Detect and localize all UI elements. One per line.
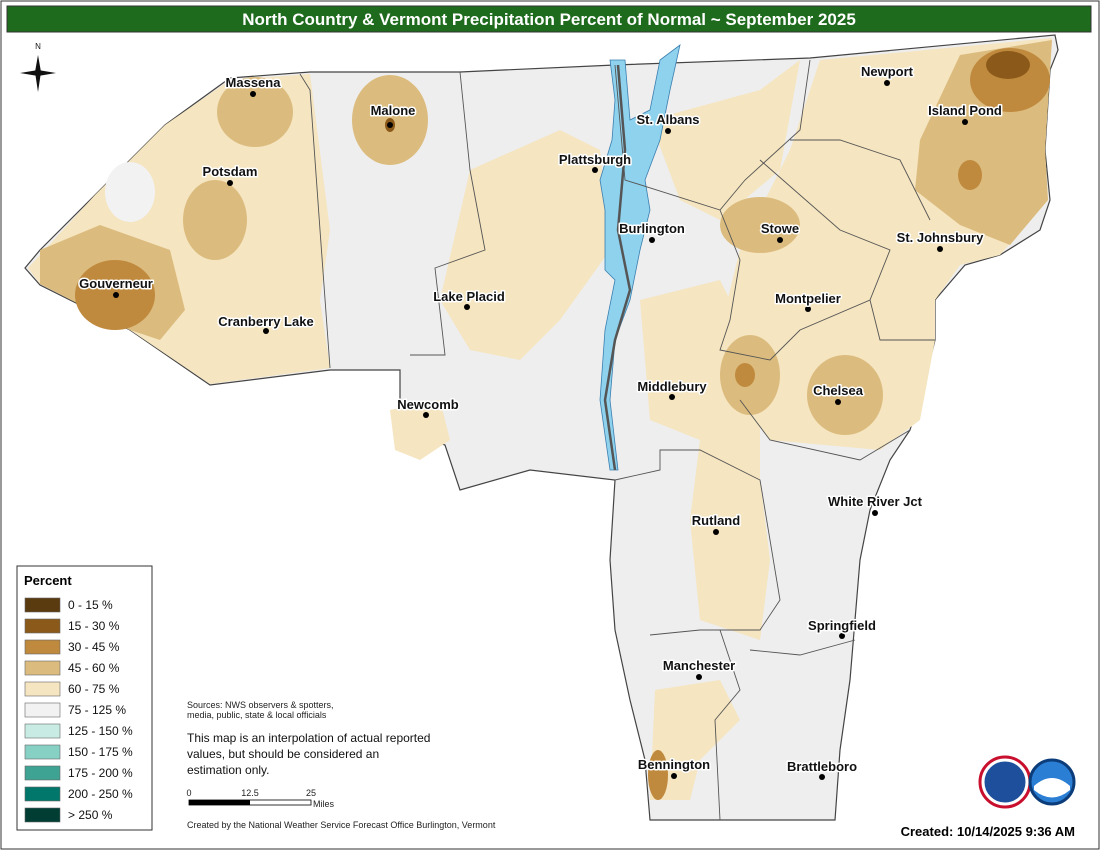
- city-label: St. Albans: [636, 112, 699, 127]
- city-label: Cranberry Lake: [218, 314, 313, 329]
- city-label: Brattleboro: [787, 759, 857, 774]
- legend-entries: 0 - 15 % 15 - 30 % 30 - 45 % 45 - 60 % 60 - …: [24, 597, 133, 823]
- legend-swatch: [24, 639, 61, 655]
- title-bar: [6, 5, 1092, 33]
- city-label: Rutland: [692, 513, 740, 528]
- city-label: Springfield: [808, 618, 876, 633]
- legend-swatch: [24, 807, 61, 823]
- city-dot: [713, 529, 719, 535]
- legend-label: 150 - 175 %: [68, 745, 133, 759]
- legend-label: 0 - 15 %: [68, 598, 113, 612]
- disclaimer: This map is an interpolation of actual r…: [187, 731, 430, 745]
- city-label: Bennington: [638, 757, 710, 772]
- city-label: St. Johnsbury: [897, 230, 984, 245]
- city-label: Potsdam: [203, 164, 258, 179]
- city-dot: [872, 510, 878, 516]
- city-dot: [962, 119, 968, 125]
- city-label: Newport: [861, 64, 914, 79]
- city-label: Middlebury: [637, 379, 707, 394]
- river: [603, 64, 632, 471]
- legend-swatch: [24, 597, 61, 613]
- city-dot: [665, 128, 671, 134]
- scale-tick-label: 12.5: [241, 788, 259, 798]
- city-dot: [250, 91, 256, 97]
- legend-label: 75 - 125 %: [68, 703, 126, 717]
- compass: N: [20, 42, 56, 92]
- city-dot: [696, 674, 702, 680]
- city-dot: [839, 633, 845, 639]
- notes: Sources: NWS observers & spotters,media,…: [187, 700, 430, 777]
- legend-swatch: [24, 765, 61, 781]
- legend-label: > 250 %: [68, 808, 113, 822]
- legend-label: 45 - 60 %: [68, 661, 120, 675]
- legend-label: 125 - 150 %: [68, 724, 133, 738]
- sources: media, public, state & local officials: [187, 710, 327, 720]
- city-dot: [819, 774, 825, 780]
- city-label: Stowe: [761, 221, 799, 236]
- north-label: N: [35, 42, 41, 51]
- city-label: Newcomb: [397, 397, 458, 412]
- city-label: Manchester: [663, 658, 735, 673]
- legend-swatch: [24, 660, 61, 676]
- title: North Country & Vermont Precipitation Pe…: [242, 10, 856, 29]
- legend: Percent 0 - 15 % 15 - 30 % 30 - 45 % 45 - 6…: [16, 565, 153, 831]
- scale-bar-segment: [189, 800, 250, 805]
- city-dot: [464, 304, 470, 310]
- city-label: Gouverneur: [79, 276, 153, 291]
- city-label: Plattsburgh: [559, 152, 631, 167]
- legend-label: 30 - 45 %: [68, 640, 120, 654]
- created-date: Created: 10/14/2025 9:36 AM: [901, 824, 1075, 839]
- sources: Sources: NWS observers & spotters,: [187, 700, 334, 710]
- legend-title: Percent: [24, 573, 72, 588]
- city-dot: [113, 292, 119, 298]
- cities: Massena Malone Potsdam Gouverneur Cranberry …: [78, 63, 1003, 780]
- city-dot: [227, 180, 233, 186]
- city-dot: [387, 122, 393, 128]
- legend-swatch: [24, 744, 61, 760]
- city-dot: [669, 394, 675, 400]
- disclaimer: estimation only.: [187, 763, 269, 777]
- city-label: White River Jct: [828, 494, 923, 509]
- legend-swatch: [24, 618, 61, 634]
- legend-label: 175 - 200 %: [68, 766, 133, 780]
- city-dot: [592, 167, 598, 173]
- city-label: Lake Placid: [433, 289, 505, 304]
- credit: Created by the National Weather Service …: [187, 820, 496, 830]
- disclaimer: values, but should be considered an: [187, 747, 379, 761]
- city-dot: [263, 328, 269, 334]
- city-label: Montpelier: [775, 291, 841, 306]
- legend-swatch: [24, 786, 61, 802]
- legend-swatch: [24, 723, 61, 739]
- city-dot: [884, 80, 890, 86]
- city-dot: [423, 412, 429, 418]
- city-label: Burlington: [619, 221, 685, 236]
- legend-label: 60 - 75 %: [68, 682, 120, 696]
- scale-unit: Miles: [313, 799, 335, 809]
- logos: [978, 755, 1076, 809]
- city-dot: [671, 773, 677, 779]
- legend-label: 200 - 250 %: [68, 787, 133, 801]
- city-dot: [937, 246, 943, 252]
- scale-tick-label: 25: [306, 788, 316, 798]
- legend-swatch: [24, 681, 61, 697]
- legend-label: 15 - 30 %: [68, 619, 120, 633]
- city-label: Malone: [371, 103, 416, 118]
- zone-75-125: [105, 162, 155, 222]
- city-dot: [805, 306, 811, 312]
- city-dot: [835, 399, 841, 405]
- city-label: Massena: [226, 75, 282, 90]
- city-label: Chelsea: [813, 383, 864, 398]
- city-dot: [649, 237, 655, 243]
- map-area: [24, 34, 1059, 821]
- county-lines: [299, 59, 935, 821]
- city-label: Island Pond: [928, 103, 1002, 118]
- legend-swatch: [24, 702, 61, 718]
- scale-tick-label: 0: [186, 788, 191, 798]
- city-dot: [777, 237, 783, 243]
